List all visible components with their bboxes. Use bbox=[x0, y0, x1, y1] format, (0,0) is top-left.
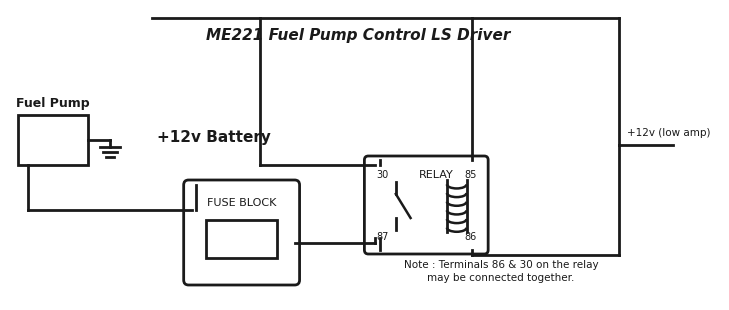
Text: 30: 30 bbox=[376, 170, 389, 180]
Text: 86: 86 bbox=[464, 232, 476, 242]
Text: Note : Terminals 86 & 30 on the relay: Note : Terminals 86 & 30 on the relay bbox=[404, 260, 599, 270]
Bar bbox=[206, 220, 277, 258]
Text: Fuel Pump: Fuel Pump bbox=[16, 97, 90, 110]
Bar bbox=[17, 115, 88, 165]
Text: RELAY: RELAY bbox=[418, 170, 453, 180]
FancyBboxPatch shape bbox=[184, 180, 300, 285]
Text: ME221 Fuel Pump Control LS Driver: ME221 Fuel Pump Control LS Driver bbox=[206, 28, 511, 43]
Text: FUSE BLOCK: FUSE BLOCK bbox=[207, 198, 276, 208]
Text: 85: 85 bbox=[464, 170, 476, 180]
Text: may be connected together.: may be connected together. bbox=[427, 273, 574, 283]
Text: 87: 87 bbox=[376, 232, 389, 242]
FancyBboxPatch shape bbox=[364, 156, 488, 254]
Text: +12v Battery: +12v Battery bbox=[157, 130, 271, 145]
Text: +12v (low amp): +12v (low amp) bbox=[627, 128, 710, 138]
